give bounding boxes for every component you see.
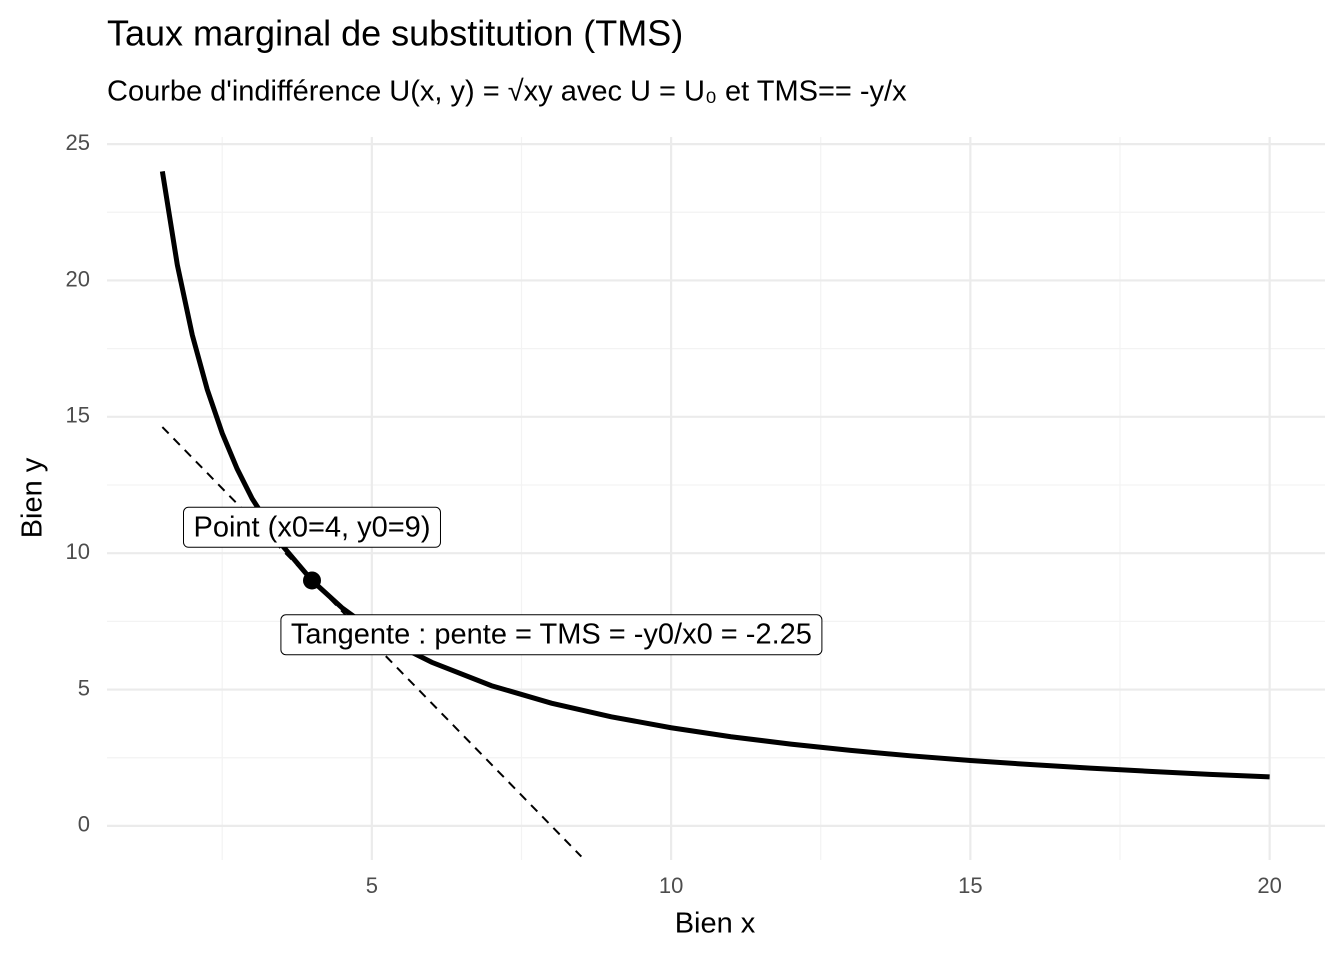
y-tick-label: 25 <box>66 130 90 155</box>
x-tick-label: 10 <box>659 873 683 898</box>
line <box>161 426 583 858</box>
y-axis-title: Bien y <box>17 457 49 538</box>
y-tick-label: 5 <box>78 675 90 700</box>
annotation: Point (x0=4, y0=9) <box>194 511 431 543</box>
annotation-box <box>280 614 823 656</box>
chart-title: Taux marginal de substitution (TMS) <box>107 13 683 54</box>
y-tick-label: 20 <box>66 266 90 291</box>
chart-subtitle: Courbe d'indifférence U(x, y) = √xy avec… <box>107 76 907 108</box>
y-tick-label: 15 <box>66 403 90 428</box>
x-tick-label: 20 <box>1257 873 1281 898</box>
annotation-box <box>183 506 441 548</box>
y-tick-label: 0 <box>78 812 90 837</box>
x-axis-title: Bien x <box>675 908 756 940</box>
y-tick-label: 10 <box>66 539 90 564</box>
line <box>159 170 1270 780</box>
x-tick-label: 5 <box>366 873 378 898</box>
point <box>302 571 321 590</box>
annotation: Tangente : pente = TMS = -y0/x0 = -2.25 <box>291 619 812 651</box>
x-tick-label: 15 <box>958 873 982 898</box>
